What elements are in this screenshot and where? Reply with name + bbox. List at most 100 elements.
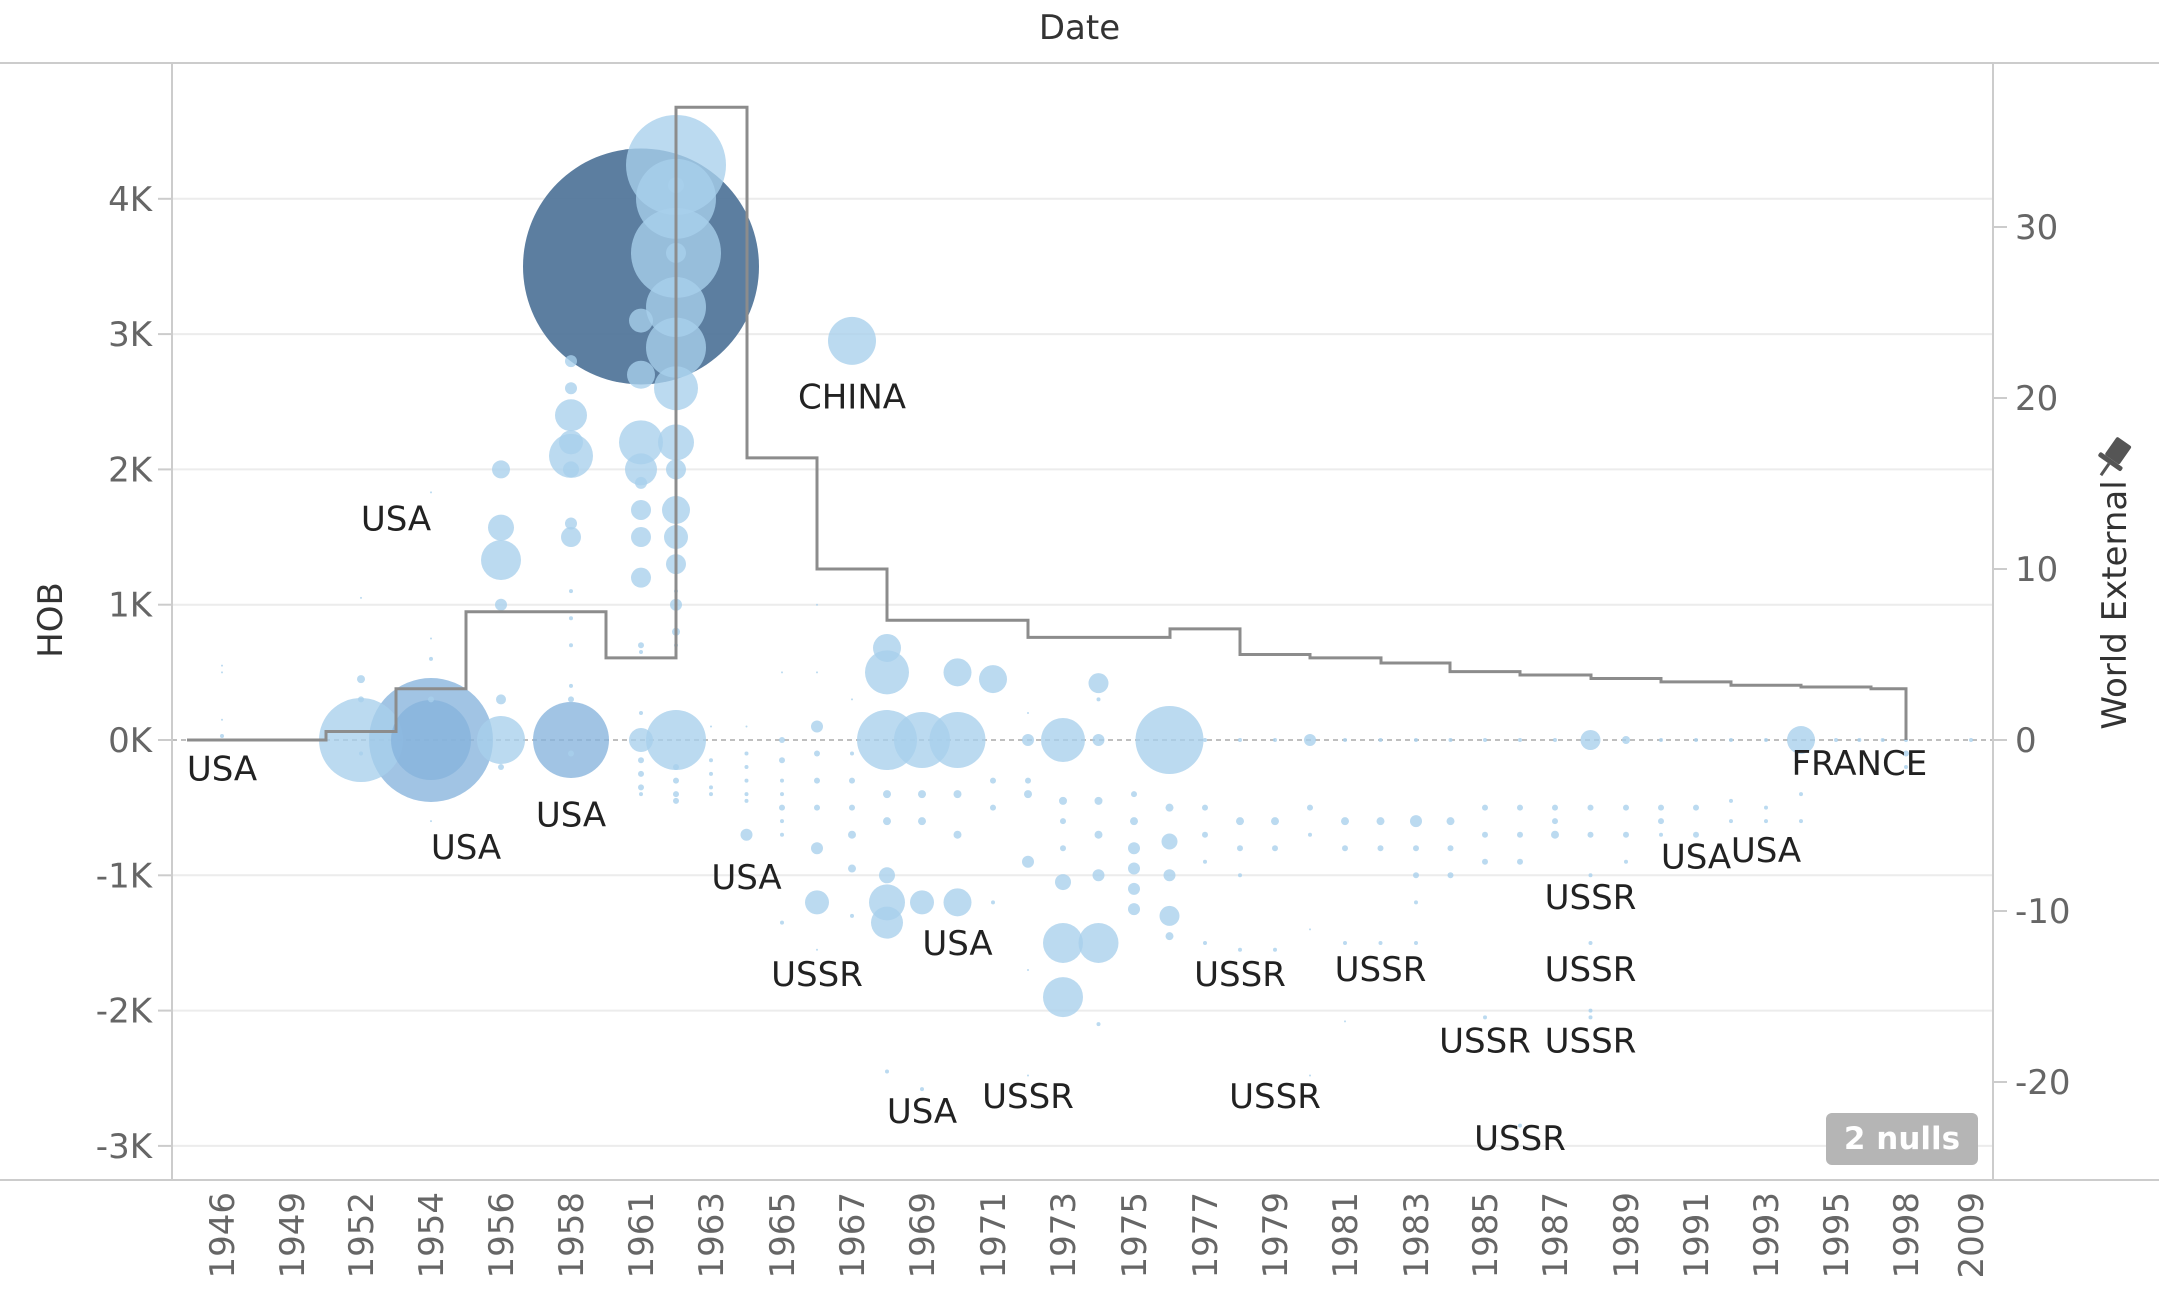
nulls-badge[interactable]: 2 nulls	[1826, 1113, 1978, 1165]
y2-axis-title: World External	[2095, 480, 2135, 729]
x-tick-label: 1952	[342, 1192, 382, 1279]
step-line-series	[187, 105, 1908, 742]
hob-bubble	[744, 792, 749, 797]
x-tick-label: 1995	[1817, 1192, 1857, 1279]
hob-bubble	[1128, 862, 1140, 875]
hob-bubble	[1238, 947, 1242, 952]
hob-bubble	[1238, 738, 1242, 742]
hob-bubble	[1414, 900, 1418, 905]
hob-bubble	[492, 460, 510, 479]
hob-bubble	[673, 777, 679, 784]
hob-bubble	[673, 797, 679, 804]
hob-bubble	[1238, 873, 1242, 878]
y-tick-label: -2K	[96, 992, 154, 1032]
hob-bubble	[848, 830, 856, 839]
hob-bubble	[1376, 817, 1385, 826]
y-tick-label: 4K	[108, 180, 154, 220]
hob-bubble	[561, 527, 581, 548]
hob-bubble	[619, 420, 663, 465]
hob-bubble	[1135, 706, 1204, 774]
hob-bubble	[780, 920, 784, 925]
hob-bubble	[1518, 738, 1522, 742]
hob-bubble	[979, 665, 1007, 694]
column-header-title: Date	[1038, 8, 1121, 48]
hob-bubble	[1307, 804, 1313, 811]
hob-bubble	[1059, 796, 1067, 805]
hob-bubble	[555, 399, 587, 432]
y2-tick-label: 0	[2015, 721, 2037, 761]
hob-bubble	[221, 718, 223, 721]
hob-bubble	[569, 683, 573, 688]
hob-bubble	[1857, 738, 1862, 742]
hob-bubble	[744, 765, 749, 770]
hob-bubble	[639, 710, 643, 715]
bubble-label: USA	[922, 924, 992, 964]
hob-bubble	[1414, 738, 1418, 742]
hob-bubble	[1128, 882, 1140, 895]
hob-bubble	[673, 764, 679, 771]
hob-bubble	[850, 913, 854, 918]
hob-bubble	[1343, 940, 1347, 945]
hob-bubble	[1055, 874, 1071, 891]
x-tick-label: 1973	[1044, 1192, 1084, 1279]
hob-bubble	[1413, 845, 1419, 852]
hob-bubble	[1787, 726, 1815, 754]
hob-bubble	[1447, 872, 1454, 879]
hob-bubble	[1659, 832, 1663, 837]
hob-bubble	[1203, 940, 1207, 945]
hob-bubble	[879, 867, 895, 884]
hob-bubble	[1096, 697, 1101, 702]
hob-bubble	[568, 696, 574, 703]
y-tick-label: 2K	[108, 450, 154, 490]
bubble-label: USA	[887, 1092, 957, 1132]
hob-bubble	[1131, 791, 1137, 798]
x-tick-label: 1958	[552, 1192, 592, 1279]
hob-bubble	[220, 733, 224, 738]
hob-bubble	[638, 784, 644, 791]
bubble-label: USA	[187, 750, 257, 790]
bubble-label: USA	[431, 828, 501, 868]
hob-bubble	[740, 828, 753, 841]
hob-bubble	[779, 737, 785, 743]
hob-bubble	[1517, 804, 1523, 811]
hob-bubble	[1517, 831, 1523, 838]
hob-bubble	[910, 890, 934, 915]
hob-bubble	[814, 777, 820, 784]
y-tick-label: 1K	[108, 586, 154, 626]
x-tick-label: 1989	[1607, 1192, 1647, 1279]
hob-bubble	[391, 700, 471, 780]
hob-bubble	[673, 791, 679, 798]
hob-bubble	[1343, 738, 1347, 742]
hob-bubble	[1588, 873, 1593, 878]
hob-bubble	[1271, 817, 1279, 826]
hob-bubble	[1969, 738, 1973, 742]
hob-bubble	[1024, 790, 1032, 799]
hob-bubble	[885, 1069, 889, 1074]
hob-bubble	[569, 643, 573, 648]
hob-bubble	[1588, 1008, 1593, 1013]
hob-bubble	[477, 716, 525, 764]
hob-bubble	[805, 890, 829, 915]
gridlines	[172, 197, 1993, 1147]
hob-bubble	[1729, 738, 1733, 742]
hob-bubble	[1904, 765, 1908, 770]
hob-bubble	[221, 671, 223, 674]
hob-bubble	[850, 751, 854, 756]
hob-bubble	[1025, 777, 1031, 784]
x-tick-label: 1946	[203, 1192, 243, 1279]
hob-bubble	[1128, 903, 1140, 916]
hob-bubble	[638, 757, 644, 764]
hob-bubble	[1447, 845, 1454, 852]
hob-bubble	[635, 476, 647, 489]
pin-icon[interactable]	[2089, 434, 2135, 484]
hob-bubble	[1552, 804, 1558, 811]
y2-tick-label: -20	[2015, 1063, 2071, 1103]
hob-bubble	[430, 820, 432, 823]
hob-bubble	[1553, 738, 1557, 742]
hob-bubble	[1027, 969, 1029, 972]
hob-bubble	[638, 770, 644, 777]
hob-bubble	[359, 751, 363, 756]
hob-bubble	[990, 777, 996, 784]
